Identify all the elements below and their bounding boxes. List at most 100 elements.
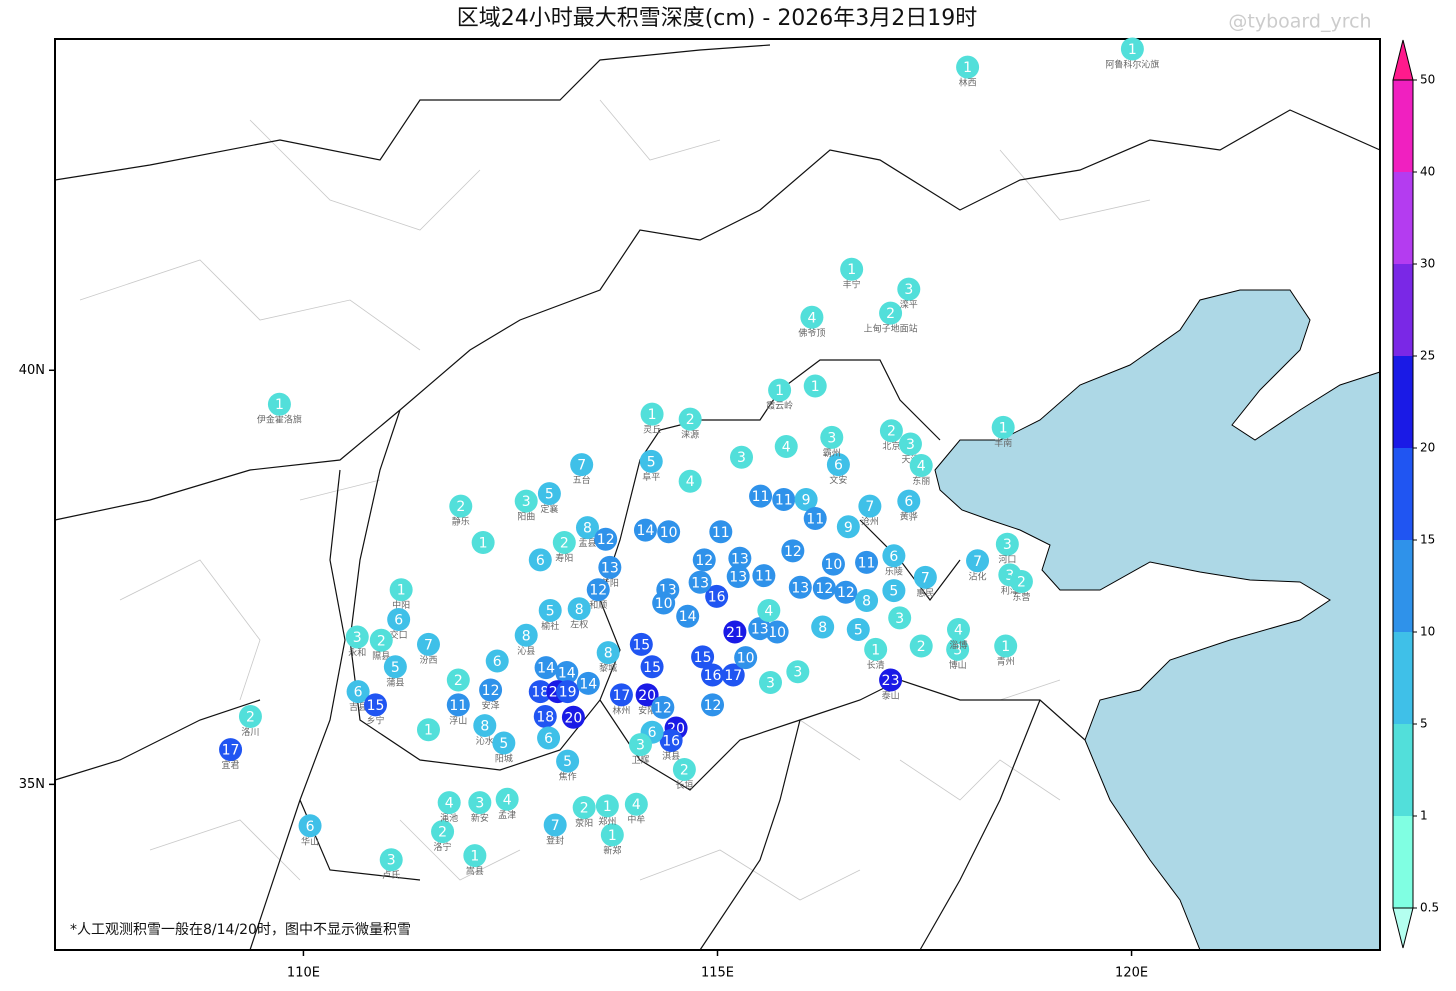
station-value: 12 <box>815 581 833 597</box>
watermark: @tyboard_yrch <box>1228 11 1371 33</box>
station-value: 20 <box>638 688 656 704</box>
station-value: 6 <box>889 549 898 565</box>
station-value: 4 <box>632 797 641 813</box>
station-value: 1 <box>648 407 657 423</box>
station-marker <box>734 646 758 670</box>
station-value: 3 <box>353 630 362 646</box>
station-value: 4 <box>954 622 963 638</box>
station-name: 伊金霍洛旗 <box>257 414 302 426</box>
station-value: 10 <box>655 596 673 612</box>
station-value: 7 <box>551 818 560 834</box>
station-marker <box>556 680 580 704</box>
station-value: 17 <box>222 743 240 759</box>
station-marker <box>858 494 882 518</box>
station-name: 河口 <box>998 554 1016 566</box>
station-marker <box>803 507 827 531</box>
station-value: 17 <box>724 668 742 684</box>
station-value: 8 <box>604 646 613 662</box>
station-value: 1 <box>479 536 488 552</box>
station-marker <box>678 469 702 493</box>
station-marker <box>369 628 393 652</box>
station-value: 11 <box>806 512 824 528</box>
station-value: 8 <box>575 602 584 618</box>
station-name: 沧州 <box>861 516 879 528</box>
station-value: 12 <box>695 553 713 569</box>
station-value: 7 <box>921 570 930 586</box>
station-value: 8 <box>480 719 489 735</box>
station-value: 8 <box>522 628 531 644</box>
colorbar-frame <box>1392 79 1414 909</box>
station-value: 16 <box>708 589 726 605</box>
station-marker <box>651 695 675 719</box>
station-value: 8 <box>862 594 871 610</box>
station-name: 涞源 <box>681 430 699 441</box>
station-value: 4 <box>917 459 926 475</box>
colorbar-segment <box>1393 816 1413 908</box>
station-value: 1 <box>608 828 617 844</box>
station-value: 3 <box>793 665 802 681</box>
station-value: 4 <box>503 792 512 808</box>
colorbar-label: 0.5 <box>1420 901 1439 915</box>
station-value: 4 <box>686 474 695 490</box>
station-value: 6 <box>306 819 315 835</box>
station-name: 寿阳 <box>555 552 573 564</box>
station-value: 3 <box>1005 568 1014 584</box>
station-value: 1 <box>397 583 406 599</box>
station-value: 3 <box>827 430 836 446</box>
station-value: 16 <box>704 668 722 684</box>
station-value: 6 <box>354 685 363 701</box>
station-value: 5 <box>647 454 656 470</box>
station-value: 5 <box>889 584 898 600</box>
station-marker <box>757 598 781 622</box>
station-value: 12 <box>597 532 615 548</box>
station-value: 1 <box>871 642 880 658</box>
station-marker <box>676 604 700 628</box>
station-name: 永和 <box>348 646 366 658</box>
station-marker <box>652 591 676 615</box>
station-marker <box>786 660 810 684</box>
station-marker <box>586 578 610 602</box>
station-value: 9 <box>844 520 853 536</box>
y-tick-label: 40N <box>19 363 45 378</box>
station-marker <box>913 565 937 589</box>
station-value: 7 <box>424 637 433 653</box>
station-value: 6 <box>536 553 545 569</box>
station-marker <box>389 578 413 602</box>
station-marker <box>768 378 792 402</box>
station-name: 汾西 <box>419 655 437 666</box>
station-value: 12 <box>589 583 607 599</box>
station-name: 青州 <box>997 656 1015 668</box>
station-value: 2 <box>246 709 255 725</box>
station-marker <box>688 570 712 594</box>
station-name: 嵩县 <box>466 866 484 877</box>
station-value: 9 <box>802 492 811 508</box>
colorbar-label: 10 <box>1420 625 1435 639</box>
station-value: 6 <box>904 494 913 510</box>
station-value: 3 <box>953 642 962 658</box>
station-value: 4 <box>807 310 816 326</box>
station-marker <box>765 620 789 644</box>
station-value: 10 <box>660 525 678 541</box>
station-name: 昔阳 <box>601 578 619 589</box>
station-value: 13 <box>691 575 709 591</box>
station-marker <box>640 402 664 426</box>
station-name: 静乐 <box>452 516 470 528</box>
station-marker <box>879 419 903 443</box>
station-value: 1 <box>275 397 284 413</box>
station-value: 2 <box>686 412 695 428</box>
station-value: 6 <box>834 458 843 474</box>
station-name: 阿鲁科尔沁旗 <box>1105 58 1159 70</box>
station-value: 6 <box>544 731 553 747</box>
station-name: 蒲县 <box>386 676 404 688</box>
colorbar-label: 15 <box>1420 533 1435 547</box>
station-marker <box>556 749 580 773</box>
station-marker <box>846 617 870 641</box>
station-value: 13 <box>729 569 747 585</box>
station-marker <box>572 796 596 820</box>
station-marker <box>431 820 455 844</box>
station-marker <box>633 518 657 542</box>
sea <box>934 289 1381 951</box>
station-marker <box>781 539 805 563</box>
station-name: 丰宁 <box>843 279 861 291</box>
station-value: 1 <box>424 723 433 739</box>
